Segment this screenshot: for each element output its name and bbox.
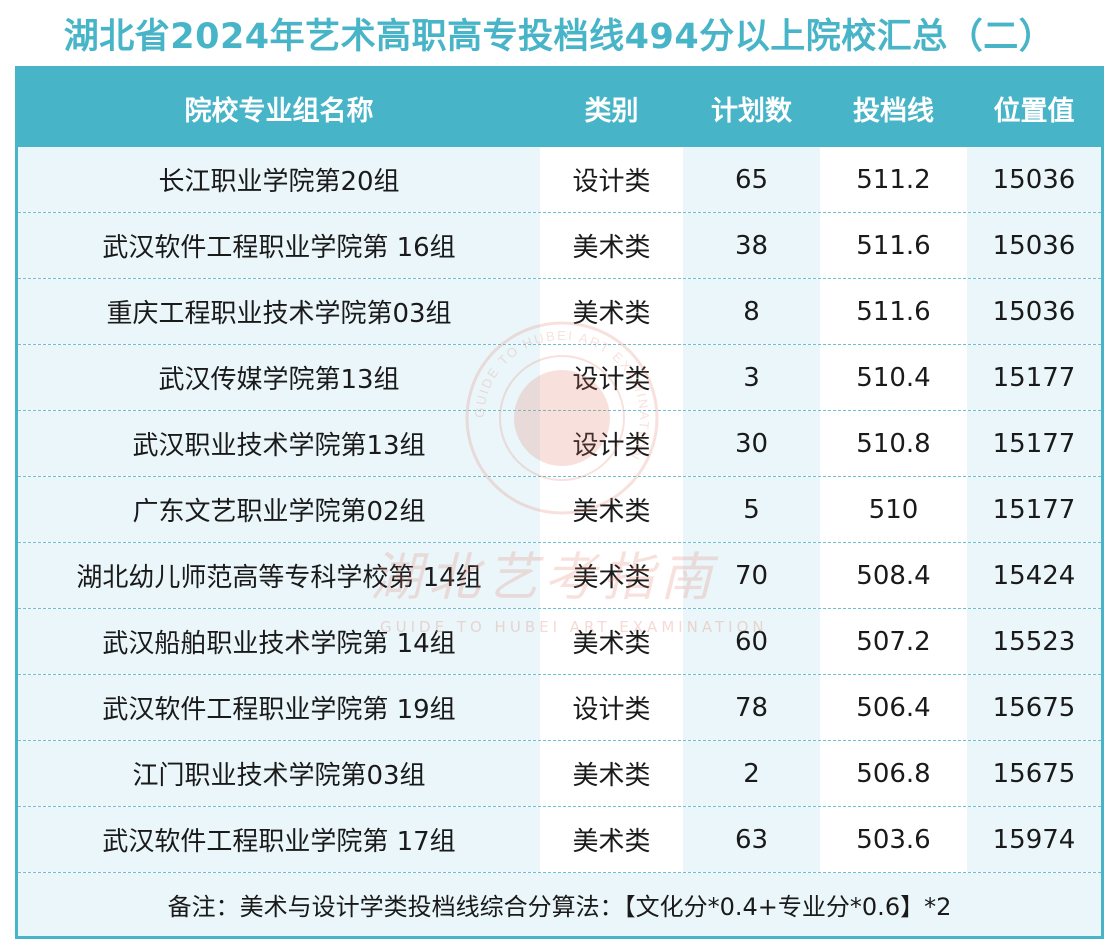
table-row: 武汉软件工程职业学院第 16组 美术类 38 511.6 15036 — [18, 213, 1101, 279]
table-row: 武汉职业技术学院第13组 设计类 30 510.8 15177 — [18, 411, 1101, 477]
rank-value-cell: 15424 — [967, 543, 1101, 608]
plan-count-cell: 8 — [683, 279, 820, 344]
rank-value-cell: 15036 — [967, 279, 1101, 344]
category-cell: 设计类 — [540, 147, 683, 212]
school-group-cell: 湖北幼儿师范高等专科学校第 14组 — [18, 543, 540, 608]
category-cell: 美术类 — [540, 807, 683, 872]
plan-count-cell: 3 — [683, 345, 820, 410]
plan-count-cell: 65 — [683, 147, 820, 212]
school-group-cell: 武汉传媒学院第13组 — [18, 345, 540, 410]
table-row: 广东文艺职业学院第02组 美术类 5 510 15177 — [18, 477, 1101, 543]
school-group-cell: 武汉软件工程职业学院第 19组 — [18, 675, 540, 740]
table-row: 湖北幼儿师范高等专科学校第 14组 美术类 70 508.4 15424 — [18, 543, 1101, 609]
school-group-cell: 武汉船舶职业技术学院第 14组 — [18, 609, 540, 674]
cutoff-score-cell: 510 — [820, 477, 967, 542]
plan-count-cell: 63 — [683, 807, 820, 872]
category-cell: 美术类 — [540, 279, 683, 344]
table-row: 武汉传媒学院第13组 设计类 3 510.4 15177 — [18, 345, 1101, 411]
category-cell: 设计类 — [540, 675, 683, 740]
table-row: 长江职业学院第20组 设计类 65 511.2 15036 — [18, 147, 1101, 213]
plan-count-cell: 2 — [683, 741, 820, 806]
category-cell: 美术类 — [540, 477, 683, 542]
school-group-cell: 武汉软件工程职业学院第 16组 — [18, 213, 540, 278]
plan-count-cell: 78 — [683, 675, 820, 740]
rank-value-cell: 15675 — [967, 741, 1101, 806]
table-row: 重庆工程职业技术学院第03组 美术类 8 511.6 15036 — [18, 279, 1101, 345]
cutoff-score-cell: 510.4 — [820, 345, 967, 410]
rank-value-cell: 15177 — [967, 411, 1101, 476]
admission-table: 院校专业组名称 类别 计划数 投档线 位置值 长江职业学院第20组 设计类 65… — [15, 66, 1104, 939]
table-row: 武汉软件工程职业学院第 19组 设计类 78 506.4 15675 — [18, 675, 1101, 741]
category-cell: 美术类 — [540, 741, 683, 806]
footnote: 备注：美术与设计学类投档线综合分算法：【文化分*0.4+专业分*0.6】*2 — [18, 873, 1101, 936]
cutoff-score-cell: 511.2 — [820, 147, 967, 212]
table-header: 院校专业组名称 类别 计划数 投档线 位置值 — [18, 69, 1101, 147]
cutoff-score-cell: 510.8 — [820, 411, 967, 476]
category-cell: 美术类 — [540, 543, 683, 608]
school-group-cell: 重庆工程职业技术学院第03组 — [18, 279, 540, 344]
cutoff-score-cell: 503.6 — [820, 807, 967, 872]
category-cell: 美术类 — [540, 609, 683, 674]
plan-count-cell: 38 — [683, 213, 820, 278]
plan-count-cell: 30 — [683, 411, 820, 476]
rank-value-cell: 15177 — [967, 345, 1101, 410]
rank-value-cell: 15036 — [967, 147, 1101, 212]
category-cell: 设计类 — [540, 345, 683, 410]
category-cell: 设计类 — [540, 411, 683, 476]
school-group-cell: 武汉职业技术学院第13组 — [18, 411, 540, 476]
table-row: 武汉船舶职业技术学院第 14组 美术类 60 507.2 15523 — [18, 609, 1101, 675]
school-group-cell: 广东文艺职业学院第02组 — [18, 477, 540, 542]
plan-count-cell: 70 — [683, 543, 820, 608]
rank-value-cell: 15675 — [967, 675, 1101, 740]
column-header-cutoff-score: 投档线 — [853, 95, 934, 127]
plan-count-cell: 60 — [683, 609, 820, 674]
category-cell: 美术类 — [540, 213, 683, 278]
school-group-cell: 江门职业技术学院第03组 — [18, 741, 540, 806]
column-header-rank-value: 位置值 — [993, 95, 1075, 127]
plan-count-cell: 5 — [683, 477, 820, 542]
school-group-cell: 武汉软件工程职业学院第 17组 — [18, 807, 540, 872]
cutoff-score-cell: 508.4 — [820, 543, 967, 608]
rank-value-cell: 15177 — [967, 477, 1101, 542]
rank-value-cell: 15523 — [967, 609, 1101, 674]
rank-value-cell: 15974 — [967, 807, 1101, 872]
column-header-plan-count: 计划数 — [711, 95, 792, 127]
page-title: 湖北省2024年艺术高职高专投档线494分以上院校汇总（二） — [63, 16, 1055, 57]
rank-value-cell: 15036 — [967, 213, 1101, 278]
column-header-category: 类别 — [584, 95, 639, 127]
table-row: 江门职业技术学院第03组 美术类 2 506.8 15675 — [18, 741, 1101, 807]
cutoff-score-cell: 511.6 — [820, 279, 967, 344]
cutoff-score-cell: 506.8 — [820, 741, 967, 806]
cutoff-score-cell: 507.2 — [820, 609, 967, 674]
column-header-school-group: 院校专业组名称 — [184, 95, 374, 127]
table-row: 武汉软件工程职业学院第 17组 美术类 63 503.6 15974 — [18, 807, 1101, 873]
cutoff-score-cell: 506.4 — [820, 675, 967, 740]
table-body: 长江职业学院第20组 设计类 65 511.2 15036 武汉软件工程职业学院… — [18, 147, 1101, 873]
cutoff-score-cell: 511.6 — [820, 213, 967, 278]
school-group-cell: 长江职业学院第20组 — [18, 147, 540, 212]
